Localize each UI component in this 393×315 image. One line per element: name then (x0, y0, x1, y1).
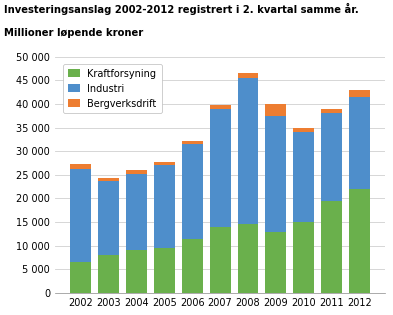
Bar (293, 132, 314, 222)
Bar (70, 262, 91, 293)
Bar (182, 141, 203, 144)
Bar (126, 170, 147, 174)
Bar (209, 227, 231, 293)
Bar (265, 232, 286, 293)
Text: Millioner løpende kroner: Millioner løpende kroner (4, 28, 143, 38)
Bar (293, 222, 314, 293)
Bar (349, 90, 370, 97)
Legend: Kraftforsyning, Industri, Bergverksdrift: Kraftforsyning, Industri, Bergverksdrift (63, 64, 162, 113)
Bar (70, 169, 91, 262)
Bar (182, 144, 203, 239)
Bar (237, 78, 259, 224)
Bar (154, 162, 175, 165)
Bar (321, 201, 342, 293)
Text: Investeringsanslag 2002-2012 registrert i 2. kvartal samme år.: Investeringsanslag 2002-2012 registrert … (4, 3, 359, 15)
Bar (126, 250, 147, 293)
Bar (126, 174, 147, 250)
Bar (265, 104, 286, 116)
Bar (237, 73, 259, 78)
Bar (154, 165, 175, 248)
Bar (70, 164, 91, 169)
Bar (209, 109, 231, 227)
Bar (321, 113, 342, 201)
Bar (154, 248, 175, 293)
Bar (237, 224, 259, 293)
Bar (349, 97, 370, 189)
Bar (265, 116, 286, 232)
Bar (98, 178, 119, 181)
Bar (321, 109, 342, 113)
Bar (182, 239, 203, 293)
Bar (98, 255, 119, 293)
Bar (209, 105, 231, 109)
Bar (98, 181, 119, 255)
Bar (293, 128, 314, 132)
Bar (349, 189, 370, 293)
